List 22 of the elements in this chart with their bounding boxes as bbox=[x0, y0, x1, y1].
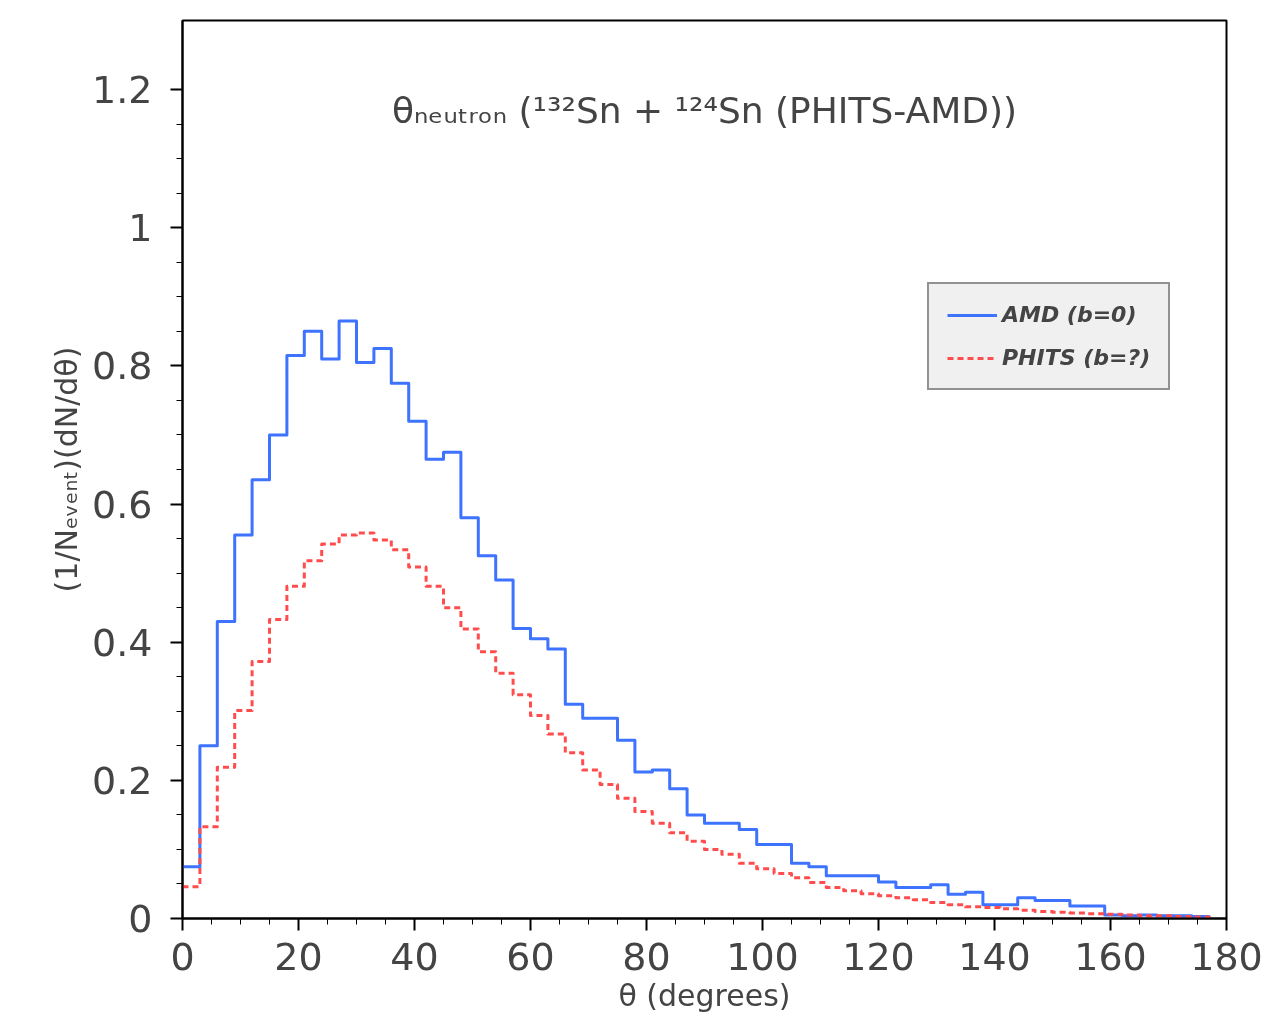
y-tick-label: 1 bbox=[128, 206, 153, 251]
x-tick-label: 60 bbox=[506, 934, 555, 979]
y-tick-label: 0.4 bbox=[92, 620, 153, 665]
x-tick-label: 80 bbox=[622, 934, 671, 979]
x-tick-label: 140 bbox=[958, 934, 1031, 979]
y-tick-label: 0.6 bbox=[92, 482, 153, 527]
y-tick-label: 0.8 bbox=[92, 344, 153, 389]
legend-label: AMD (b=0) bbox=[1002, 302, 1137, 327]
y-tick-label: 0.2 bbox=[92, 758, 153, 803]
x-tick-label: 40 bbox=[390, 934, 439, 979]
x-tick-label: 160 bbox=[1074, 934, 1147, 979]
text: θₙₑᵤₜᵣₒₙ (¹³²Sn + ¹²⁴Sn (PHITS-AMD)) bbox=[392, 89, 1018, 131]
x-tick-label: 0 bbox=[170, 934, 195, 979]
x-axis-title: θ (degrees) bbox=[618, 977, 791, 1013]
legend-label: PHITS (b=?) bbox=[1002, 345, 1151, 370]
y-axis-title: (1/Nₑᵥₑₙₜ)(dN/dθ) bbox=[49, 346, 85, 593]
x-tick-label: 20 bbox=[274, 934, 323, 979]
y-tick-label: 0 bbox=[128, 897, 153, 941]
x-tick-label: 120 bbox=[842, 934, 915, 979]
y-tick-label: 1.2 bbox=[92, 68, 153, 113]
x-tick-label: 180 bbox=[1190, 934, 1263, 979]
x-tick-label: 100 bbox=[726, 934, 799, 979]
